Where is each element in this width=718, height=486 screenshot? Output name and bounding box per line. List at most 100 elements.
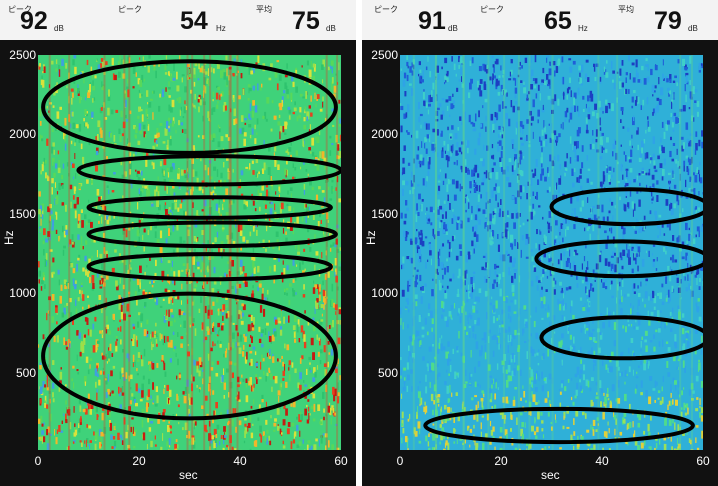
spectrogram-cell xyxy=(495,378,497,383)
spectrogram-cell xyxy=(249,135,252,139)
spectrogram-cell xyxy=(542,353,545,359)
spectrogram-cell xyxy=(168,228,170,236)
spectrogram-cell xyxy=(441,314,444,319)
spectrogram-cell xyxy=(427,441,430,447)
spectrogram-cell xyxy=(559,391,562,395)
spectrogram-cell xyxy=(426,207,428,211)
spectrogram-cell xyxy=(158,105,161,112)
spectrogram-cell xyxy=(221,375,224,382)
peak-db-label: ピーク xyxy=(8,5,32,14)
spectrogram-cell xyxy=(479,123,483,128)
spectrogram-cell xyxy=(497,244,500,252)
spectrogram-cell xyxy=(471,205,473,214)
spectrogram-cell xyxy=(73,382,75,389)
spectrogram-cell xyxy=(206,326,209,331)
spectrogram-cell xyxy=(190,397,193,405)
spectrogram-cell xyxy=(425,180,427,187)
spectrogram-cell xyxy=(661,121,664,128)
spectrogram-cell xyxy=(623,181,626,186)
spectrogram-cell xyxy=(667,372,671,377)
spectrogram-cell xyxy=(51,226,54,231)
spectrogram-cell xyxy=(564,161,567,167)
spectrogram-cell xyxy=(487,364,491,371)
spectrogram-cell xyxy=(400,367,402,376)
spectrogram-cell xyxy=(643,139,646,144)
spectrogram-cell xyxy=(402,180,405,186)
spectrogram-cell xyxy=(74,423,76,427)
spectrogram-cell xyxy=(525,99,528,102)
spectrogram-cell xyxy=(291,74,294,82)
spectrogram-cell xyxy=(619,281,621,287)
spectrogram-cell xyxy=(605,431,608,438)
spectrogram-cell xyxy=(280,202,284,210)
spectrogram-cell xyxy=(447,179,450,185)
spectrogram-cell xyxy=(331,188,334,192)
spectrogram-cell xyxy=(485,126,487,132)
spectrogram-cell xyxy=(110,370,113,377)
spectrogram-cell xyxy=(420,397,423,405)
spectrogram-cell xyxy=(91,71,94,80)
spectrogram-cell xyxy=(266,165,268,169)
spectrogram-cell xyxy=(56,429,59,434)
spectrogram-cell xyxy=(625,190,628,197)
spectrogram-cell xyxy=(568,119,570,123)
spectrogram-cell xyxy=(261,343,264,348)
spectrogram-cell xyxy=(689,176,692,182)
spectrogram-cell xyxy=(310,60,312,68)
spectrogram-cell xyxy=(492,378,494,384)
spectrogram-cell xyxy=(292,81,295,88)
spectrogram-cell xyxy=(266,429,269,434)
spectrogram-cell xyxy=(653,334,655,339)
spectrogram-cell xyxy=(181,77,183,83)
spectrogram-cell xyxy=(541,420,544,424)
spectrogram-cell xyxy=(594,279,596,282)
spectrogram-cell xyxy=(698,362,701,371)
spectrogram-cell xyxy=(467,198,470,202)
spectrogram-cell xyxy=(181,198,183,203)
spectrogram-cell xyxy=(444,290,447,293)
spectrogram-cell xyxy=(288,300,291,306)
spectrogram-cell xyxy=(71,241,75,248)
spectrogram-cell xyxy=(252,66,255,74)
spectrogram-cell xyxy=(500,84,503,92)
spectrogram-cell xyxy=(545,301,547,307)
spectrogram-cell xyxy=(607,367,610,373)
spectrogram-cell xyxy=(52,257,55,263)
spectrogram-cell xyxy=(505,297,508,303)
spectrogram-cell xyxy=(677,437,679,446)
spectrogram-cell xyxy=(257,189,260,198)
spectrogram-cell xyxy=(470,350,472,358)
spectrogram-cell xyxy=(244,430,246,438)
spectrogram-cell xyxy=(669,204,671,211)
spectrogram-cell xyxy=(319,151,322,159)
spectrogram-cell xyxy=(141,74,144,83)
spectrogram-cell xyxy=(137,352,141,358)
spectrogram-cell xyxy=(614,264,618,273)
spectrogram-cell xyxy=(434,143,436,147)
spectrogram-cell xyxy=(292,163,294,168)
spectrogram-cell xyxy=(607,270,610,277)
spectrogram-cell xyxy=(330,244,333,248)
spectrogram-cell xyxy=(421,157,425,166)
spectrogram-cell xyxy=(249,448,252,450)
spectrogram-cell xyxy=(191,383,193,392)
spectrogram-cell xyxy=(541,286,543,292)
spectrogram-cell xyxy=(540,140,543,146)
spectrogram-cell xyxy=(163,362,166,371)
spectrogram-cell xyxy=(271,386,273,392)
spectrogram-cell xyxy=(563,316,566,323)
spectrogram-cell xyxy=(105,392,108,398)
spectrogram-cell xyxy=(504,89,507,94)
spectrogram-cell xyxy=(628,55,630,62)
spectrogram-cell xyxy=(526,134,528,141)
spectrogram-cell xyxy=(451,56,453,62)
spectrogram-cell xyxy=(182,116,185,119)
spectrogram-cell xyxy=(85,269,87,276)
spectrogram-cell xyxy=(542,67,545,74)
spectrogram-cell xyxy=(546,312,549,318)
spectrogram-cell xyxy=(682,208,684,213)
spectrogram-cell xyxy=(552,315,556,321)
spectrogram-cell xyxy=(103,426,107,434)
spectrogram-cell xyxy=(619,372,621,377)
spectrogram-cell xyxy=(129,110,132,115)
